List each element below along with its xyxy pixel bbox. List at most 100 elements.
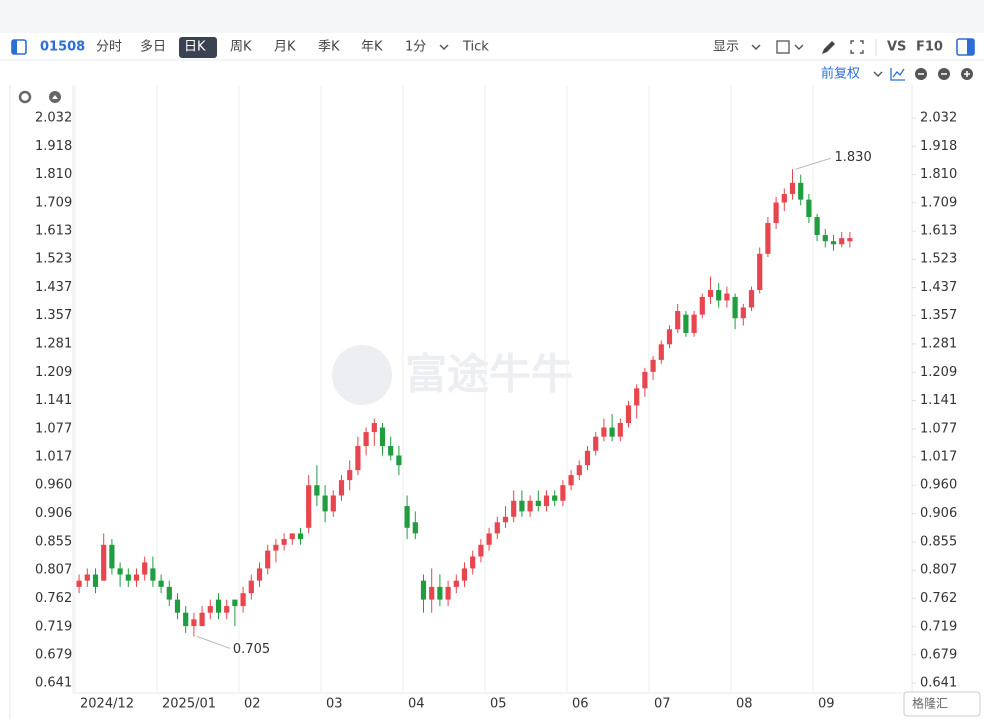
chevron — [794, 44, 804, 50]
candle-body — [470, 556, 476, 569]
candle-body — [584, 450, 591, 466]
candle-body — [224, 606, 230, 613]
timeframe-tab[interactable]: 多日 — [140, 39, 166, 55]
y2-tick-label: 1.141 — [920, 393, 957, 408]
y-tick-label: 1.437 — [35, 280, 72, 295]
checkbox[interactable] — [776, 40, 790, 54]
side-panel-fill — [967, 39, 974, 55]
display-menu[interactable]: 显示 — [713, 40, 739, 55]
y-tick-label: 1.141 — [35, 393, 72, 408]
candle-body — [675, 311, 681, 330]
candle-body — [699, 296, 705, 315]
candle-body — [322, 495, 328, 512]
candle-body — [429, 586, 435, 600]
candle-body — [338, 480, 345, 496]
candle-body — [191, 619, 197, 627]
y2-tick-label: 1.918 — [920, 139, 957, 154]
candle-body — [117, 568, 123, 575]
candle-body — [511, 500, 517, 517]
timeframe-tab[interactable]: 周K — [230, 40, 252, 55]
candle-body — [658, 344, 664, 360]
settings-icon[interactable] — [18, 90, 32, 104]
candle-body — [297, 533, 304, 540]
candle-body — [593, 436, 599, 451]
candle-body — [347, 470, 353, 481]
candle-body — [207, 606, 213, 613]
candle-body — [215, 599, 222, 613]
candle-body — [183, 612, 189, 627]
candle-body — [125, 574, 131, 581]
y2-tick-label: 1.209 — [920, 365, 957, 380]
expand-icon[interactable] — [850, 40, 864, 54]
candle-body — [839, 238, 845, 245]
candle-body — [502, 516, 509, 523]
watermark: 富途牛牛 — [405, 350, 573, 399]
chevron — [873, 71, 883, 77]
y2-tick-label: 0.906 — [920, 506, 957, 521]
candle-body — [248, 580, 254, 594]
y2-tick-label: 1.077 — [920, 421, 957, 436]
timeframe-tab[interactable]: Tick — [462, 40, 489, 55]
y2-tick-label: 1.357 — [920, 308, 957, 323]
y2-tick-label: 0.641 — [920, 676, 957, 691]
y-tick-label: 1.357 — [35, 308, 72, 323]
pen-icon[interactable] — [822, 41, 835, 54]
candle-body — [732, 296, 738, 319]
indicator-icon[interactable] — [890, 68, 905, 81]
tab-selected-bg — [179, 37, 217, 58]
y2-tick-label: 0.719 — [920, 619, 957, 634]
y2-tick-label: 1.709 — [920, 195, 957, 210]
x-tick-label: 07 — [654, 697, 671, 712]
candle-body — [527, 500, 533, 512]
x-tick-label: 06 — [572, 697, 589, 712]
candle-body — [76, 580, 82, 587]
candle-body — [232, 599, 238, 607]
candle-body — [716, 290, 722, 301]
candle-body — [789, 182, 796, 194]
timeframe-tab[interactable]: 分时 — [96, 40, 122, 55]
y-tick-label: 1.810 — [35, 167, 72, 182]
timeframe-tab[interactable]: 日K — [184, 40, 206, 55]
annotation: 1.830 — [835, 150, 872, 165]
vs-button[interactable]: VS — [887, 40, 906, 55]
watermark-logo — [332, 345, 392, 405]
candle-body — [101, 544, 107, 581]
candle-body — [166, 586, 172, 600]
candle-body — [379, 427, 386, 447]
y2-tick-label: 1.613 — [920, 224, 957, 239]
panel-icon-fill — [12, 40, 17, 54]
x-tick-label: 03 — [326, 697, 343, 712]
y-tick-label: 0.855 — [35, 534, 72, 549]
timeframe-tab[interactable]: 年K — [361, 40, 383, 55]
x-tick-label: 08 — [736, 697, 753, 712]
y-tick-label: 1.281 — [35, 336, 72, 351]
timeframe-tab[interactable]: 季K — [318, 40, 340, 55]
adjust-menu[interactable]: 前复权 — [821, 66, 860, 82]
y2-tick-label: 1.017 — [920, 449, 957, 464]
candle-body — [420, 580, 427, 600]
candle-body — [814, 217, 820, 236]
candle-body — [445, 586, 451, 600]
chevron — [439, 44, 449, 50]
candle-body — [617, 423, 623, 437]
y2-tick-label: 0.807 — [920, 563, 957, 578]
candle-body — [830, 241, 837, 245]
timeframe-tab[interactable]: 月K — [274, 40, 296, 55]
candle-body — [691, 314, 697, 333]
candle-body — [543, 495, 550, 507]
candle-body — [707, 290, 714, 297]
collapse-arrow — [52, 95, 58, 99]
y-tick-label: 0.960 — [35, 478, 72, 493]
candle-body — [412, 522, 418, 534]
candle-body — [150, 568, 156, 581]
candle-body — [486, 533, 492, 545]
stock-code[interactable]: 01508 — [40, 40, 85, 55]
f10-button[interactable]: F10 — [916, 40, 943, 55]
candle-body — [773, 202, 779, 223]
candle-body — [568, 475, 574, 486]
y2-tick-label: 0.855 — [920, 534, 957, 549]
candle-body — [609, 427, 615, 437]
timeframe-tab[interactable]: 1分 — [405, 40, 426, 55]
candle-body — [847, 238, 853, 242]
